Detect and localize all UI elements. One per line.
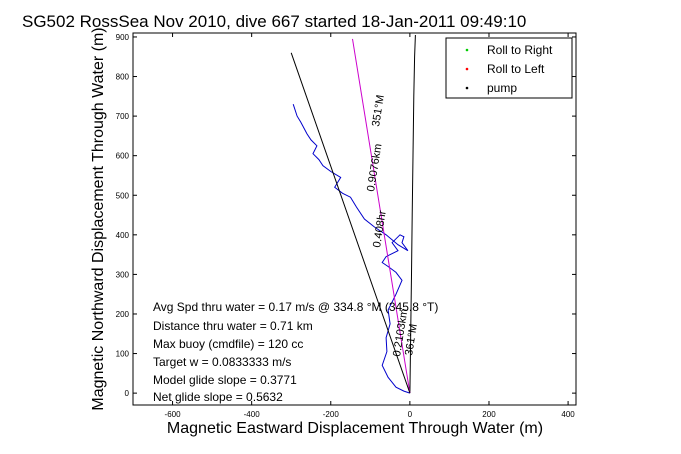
annotation-block: Avg Spd thru water = 0.17 m/s @ 334.8 °M… bbox=[153, 300, 438, 404]
hours-label: 0.408hr bbox=[371, 209, 389, 248]
legend-marker-pump bbox=[465, 86, 469, 90]
y-tick-label: 300 bbox=[116, 270, 130, 279]
series-track bbox=[292, 104, 411, 394]
x-tick-label: -400 bbox=[244, 410, 261, 419]
series-pump bbox=[409, 34, 416, 394]
annotation-target-w: Target w = 0.0833333 m/s bbox=[153, 355, 291, 369]
y-tick-label: 0 bbox=[125, 389, 130, 398]
x-axis-label: Magnetic Eastward Displacement Through W… bbox=[167, 420, 543, 437]
x-tick-label: 400 bbox=[561, 410, 575, 419]
y-tick-label: 700 bbox=[116, 112, 130, 121]
legend-entry-roll-left: Roll to Left bbox=[465, 62, 545, 76]
y-tick-label: 900 bbox=[116, 33, 130, 42]
series-heading-351 bbox=[352, 38, 411, 394]
net-degrees-label: 361°M bbox=[403, 323, 420, 356]
x-tick-label: -600 bbox=[165, 410, 182, 419]
series-net-track bbox=[290, 52, 411, 394]
y-tick-label: 600 bbox=[116, 152, 130, 161]
legend: Roll to Right Roll to Left pump bbox=[445, 37, 573, 99]
legend-entry-pump: pump bbox=[465, 81, 517, 95]
chart-title: SG502 RossSea Nov 2010, dive 667 started… bbox=[22, 12, 526, 31]
y-tick-label: 400 bbox=[116, 231, 130, 240]
x-tick-label: -200 bbox=[323, 410, 340, 419]
series-layer bbox=[290, 34, 416, 394]
annotation-distance: Distance thru water = 0.71 km bbox=[153, 319, 313, 333]
heading-degrees-label: 351°M bbox=[370, 94, 387, 127]
line-labels: 0.9076km 351°M 0.408hr 0.2103km 361°M bbox=[365, 94, 420, 357]
annotation-model-glide: Model glide slope = 0.3771 bbox=[153, 373, 297, 387]
annotation-net-glide: Net glide slope = 0.5632 bbox=[153, 390, 283, 404]
x-axis-ticks: -600 -400 -200 0 200 400 bbox=[165, 33, 575, 419]
legend-label-roll-right: Roll to Right bbox=[487, 43, 553, 57]
y-tick-label: 100 bbox=[116, 350, 130, 359]
y-axis-ticks: 0 100 200 300 400 500 600 700 800 900 bbox=[116, 33, 576, 398]
legend-marker-roll-left bbox=[465, 67, 469, 71]
y-tick-label: 200 bbox=[116, 310, 130, 319]
legend-entry-roll-right: Roll to Right bbox=[465, 43, 553, 57]
legend-label-roll-left: Roll to Left bbox=[487, 62, 545, 76]
y-tick-label: 800 bbox=[116, 73, 130, 82]
x-tick-label: 200 bbox=[482, 410, 496, 419]
y-axis-label: Magnetic Northward Displacement Through … bbox=[90, 27, 107, 410]
y-tick-label: 500 bbox=[116, 191, 130, 200]
legend-marker-roll-right bbox=[465, 48, 469, 52]
x-tick-label: 0 bbox=[408, 410, 413, 419]
legend-label-pump: pump bbox=[487, 81, 517, 95]
annotation-max-buoy: Max buoy (cmdfile) = 120 cc bbox=[153, 337, 303, 351]
annotation-avg-speed: Avg Spd thru water = 0.17 m/s @ 334.8 °M… bbox=[153, 300, 438, 314]
